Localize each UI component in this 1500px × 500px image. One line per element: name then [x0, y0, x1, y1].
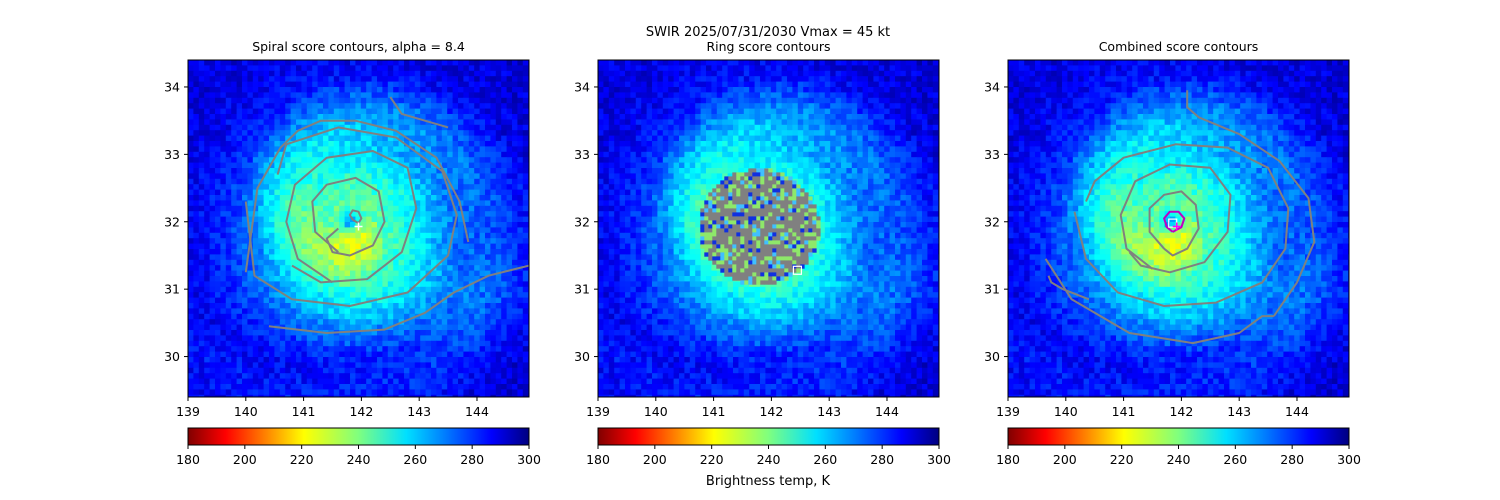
- score-contours: [1044, 90, 1316, 345]
- center-marker: [792, 265, 802, 275]
- x-tick-label: 143: [1227, 404, 1251, 419]
- y-tick-label: 34: [164, 79, 180, 94]
- bt-heatmap: [188, 60, 529, 397]
- x-tick-label: 144: [465, 404, 489, 419]
- axes-frame: [1007, 59, 1350, 398]
- x-tick-label: 142: [759, 404, 783, 419]
- colorbar: [1007, 427, 1350, 446]
- x-tick-label: 139: [996, 404, 1020, 419]
- colorbar-tick-label: 220: [700, 452, 724, 467]
- panel-1: Spiral score contours, alpha = 8.4 139 140…: [164, 39, 541, 467]
- contour-line: [268, 264, 529, 334]
- y-tick-label: 30: [164, 349, 180, 364]
- center-marker: [354, 222, 363, 231]
- y-tick-label: 30: [984, 349, 1000, 364]
- contour-line: [1186, 90, 1316, 317]
- colorbar-tick-label: 280: [460, 452, 484, 467]
- panel-title: Spiral score contours, alpha = 8.4: [252, 39, 465, 54]
- colorbar-tick-label: 240: [1167, 452, 1191, 467]
- axes-frame: [187, 59, 530, 398]
- x-tick-label: 141: [702, 404, 726, 419]
- colorbar-tick-label: 220: [290, 452, 314, 467]
- colorbar-tick-label: 180: [996, 452, 1020, 467]
- panel-title: Ring score contours: [706, 39, 830, 54]
- colorbar-tick-label: 180: [176, 452, 200, 467]
- x-tick-label: 141: [1112, 404, 1136, 419]
- y-tick-label: 33: [164, 147, 180, 162]
- x-tick-label: 142: [1169, 404, 1193, 419]
- colorbar-tick-label: 280: [1280, 452, 1304, 467]
- x-tick-label: 139: [176, 404, 200, 419]
- colorbar-label: Brightness temp, K: [706, 474, 831, 489]
- y-tick-label: 31: [164, 282, 180, 297]
- colorbar-tick-label: 300: [927, 452, 951, 467]
- colorbar-tick-label: 240: [347, 452, 371, 467]
- x-tick-label: 144: [875, 404, 899, 419]
- contour-line: [1119, 163, 1232, 274]
- colorbar-tick-label: 260: [403, 452, 427, 467]
- x-tick-label: 139: [586, 404, 610, 419]
- y-tick-label: 31: [984, 282, 1000, 297]
- panel-3: Combined score contours 139 140 141 142 143 14…: [984, 39, 1361, 467]
- colorbar-tick-label: 180: [586, 452, 610, 467]
- x-tick-label: 140: [234, 404, 258, 419]
- colorbar: [187, 427, 530, 446]
- y-tick-label: 32: [574, 214, 590, 229]
- panel-2: Ring score contours 139 140 141 142 143 144 30 3…: [574, 39, 951, 467]
- colorbar-tick-label: 260: [813, 452, 837, 467]
- colorbar-tick-label: 280: [870, 452, 894, 467]
- figure-suptitle: SWIR 2025/07/31/2030 Vmax = 45 kt: [646, 25, 890, 40]
- contour-line: [1163, 210, 1186, 233]
- contour-line: [1073, 143, 1290, 307]
- x-tick-label: 140: [644, 404, 668, 419]
- colorbar-tick-label: 300: [1337, 452, 1361, 467]
- x-tick-label: 143: [407, 404, 431, 419]
- panel-title: Combined score contours: [1099, 39, 1259, 54]
- colorbar-tick-label: 260: [1223, 452, 1247, 467]
- center-marker-alt: [1172, 222, 1181, 231]
- y-tick-label: 30: [574, 349, 590, 364]
- contour-line: [285, 150, 418, 284]
- x-tick-label: 142: [349, 404, 373, 419]
- y-tick-label: 32: [984, 214, 1000, 229]
- contour-line: [311, 176, 386, 257]
- ring-score-region: [700, 168, 821, 285]
- bt-heatmap: [1008, 60, 1349, 397]
- y-tick-label: 33: [984, 147, 1000, 162]
- colorbar-tick-label: 220: [1110, 452, 1134, 467]
- colorbar-tick-label: 240: [757, 452, 781, 467]
- y-tick-label: 34: [574, 79, 590, 94]
- colorbar-tick-label: 200: [233, 452, 257, 467]
- x-tick-label: 141: [292, 404, 316, 419]
- score-contours: [244, 96, 529, 334]
- contour-line: [1044, 258, 1274, 345]
- colorbar-tick-label: 300: [517, 452, 541, 467]
- contour-line: [1148, 190, 1200, 257]
- contour-line: [389, 96, 449, 129]
- y-tick-label: 31: [574, 282, 590, 297]
- colorbar-tick-label: 200: [643, 452, 667, 467]
- y-tick-label: 32: [164, 214, 180, 229]
- x-tick-label: 140: [1054, 404, 1078, 419]
- y-tick-label: 33: [574, 147, 590, 162]
- axes-frame: [597, 59, 940, 398]
- contour-line: [244, 119, 470, 273]
- contour-line: [1047, 275, 1090, 301]
- x-tick-label: 143: [817, 404, 841, 419]
- x-tick-label: 144: [1285, 404, 1309, 419]
- colorbar: [597, 427, 940, 446]
- colorbar-tick-label: 200: [1053, 452, 1077, 467]
- contour-line: [244, 126, 458, 307]
- bt-heatmap: [598, 60, 939, 397]
- y-tick-label: 34: [984, 79, 1000, 94]
